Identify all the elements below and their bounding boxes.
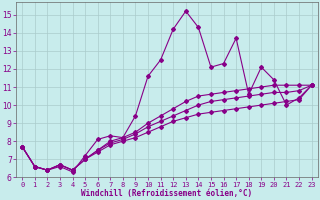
X-axis label: Windchill (Refroidissement éolien,°C): Windchill (Refroidissement éolien,°C): [81, 189, 252, 198]
